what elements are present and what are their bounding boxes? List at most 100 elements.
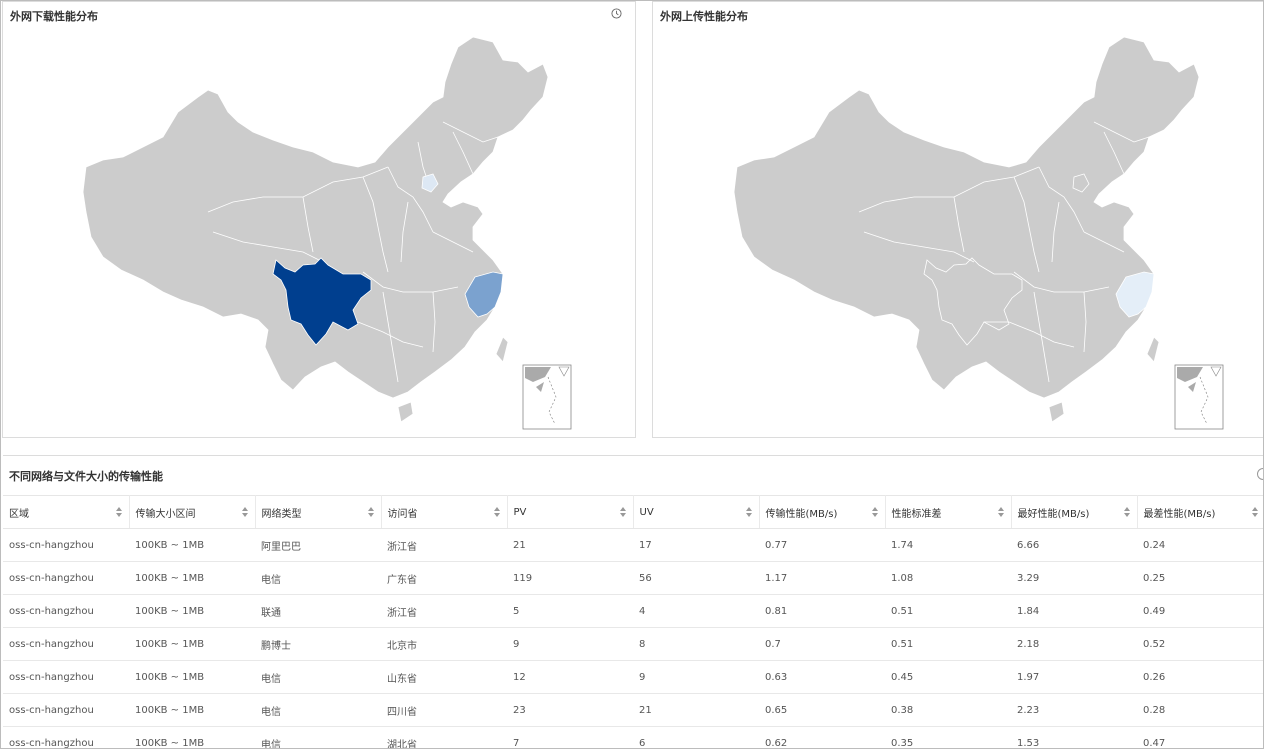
cell-performance-stddev: 0.35 bbox=[885, 726, 1011, 748]
column-header-transfer-performance[interactable]: 传输性能(MB/s) bbox=[759, 495, 886, 529]
cell-region: oss-cn-hangzhou bbox=[3, 693, 129, 727]
cell-pv: 23 bbox=[507, 693, 633, 727]
cell-best-performance: 1.84 bbox=[1011, 594, 1137, 628]
cell-pv: 21 bbox=[507, 528, 633, 562]
cell-pv: 5 bbox=[507, 594, 633, 628]
region-zhejiang[interactable] bbox=[1115, 271, 1155, 318]
province-borders bbox=[858, 121, 1150, 383]
cell-transfer-performance: 0.65 bbox=[759, 693, 885, 727]
clock-icon[interactable] bbox=[611, 8, 622, 19]
sort-icon[interactable] bbox=[493, 507, 501, 517]
clock-icon[interactable] bbox=[1257, 468, 1263, 480]
upload-map-panel: 外网上传性能分布 bbox=[652, 1, 1263, 438]
cell-uv: 4 bbox=[633, 594, 759, 628]
cell-best-performance: 2.18 bbox=[1011, 627, 1137, 661]
cell-performance-stddev: 1.08 bbox=[885, 561, 1011, 595]
cell-uv: 9 bbox=[633, 660, 759, 694]
cell-region: oss-cn-hangzhou bbox=[3, 528, 129, 562]
cell-uv: 17 bbox=[633, 528, 759, 562]
sort-icon[interactable] bbox=[745, 507, 753, 517]
column-header-best-performance[interactable]: 最好性能(MB/s) bbox=[1011, 495, 1138, 529]
cell-best-performance: 2.23 bbox=[1011, 693, 1137, 727]
cell-transfer-performance: 0.62 bbox=[759, 726, 885, 748]
sort-icon[interactable] bbox=[115, 507, 123, 517]
cell-province: 浙江省 bbox=[381, 528, 507, 562]
cell-worst-performance: 0.49 bbox=[1137, 594, 1263, 628]
column-header-uv[interactable]: UV bbox=[633, 495, 760, 529]
region-beijing[interactable] bbox=[421, 173, 439, 193]
transfer-performance-panel: 不同网络与文件大小的传输性能 区域 传输大小区间 网络类型 访问省 PV UV … bbox=[3, 455, 1263, 748]
table-row[interactable]: oss-cn-hangzhou 100KB ~ 1MB 阿里巴巴 浙江省 21 … bbox=[3, 528, 1263, 562]
cell-province: 山东省 bbox=[381, 660, 507, 694]
cell-size-range: 100KB ~ 1MB bbox=[129, 726, 255, 748]
cell-size-range: 100KB ~ 1MB bbox=[129, 528, 255, 562]
cell-worst-performance: 0.25 bbox=[1137, 561, 1263, 595]
cell-transfer-performance: 0.77 bbox=[759, 528, 885, 562]
cell-region: oss-cn-hangzhou bbox=[3, 594, 129, 628]
table-row[interactable]: oss-cn-hangzhou 100KB ~ 1MB 联通 浙江省 5 4 0… bbox=[3, 594, 1263, 628]
column-header-performance-stddev[interactable]: 性能标准差 bbox=[885, 495, 1012, 529]
column-header-pv[interactable]: PV bbox=[507, 495, 634, 529]
table-row[interactable]: oss-cn-hangzhou 100KB ~ 1MB 电信 山东省 12 9 … bbox=[3, 660, 1263, 694]
cell-network-type: 联通 bbox=[255, 594, 381, 628]
column-header-province[interactable]: 访问省 bbox=[381, 495, 508, 529]
sort-icon[interactable] bbox=[871, 507, 879, 517]
south-china-sea-inset bbox=[522, 364, 572, 430]
china-outline bbox=[733, 36, 1200, 423]
cell-worst-performance: 0.24 bbox=[1137, 528, 1263, 562]
cell-performance-stddev: 0.51 bbox=[885, 627, 1011, 661]
south-china-sea-inset bbox=[1174, 364, 1224, 430]
cell-performance-stddev: 0.45 bbox=[885, 660, 1011, 694]
cell-network-type: 电信 bbox=[255, 561, 381, 595]
cell-pv: 119 bbox=[507, 561, 633, 595]
cell-network-type: 电信 bbox=[255, 693, 381, 727]
cell-network-type: 鹏博士 bbox=[255, 627, 381, 661]
cell-uv: 8 bbox=[633, 627, 759, 661]
cell-network-type: 电信 bbox=[255, 660, 381, 694]
cell-pv: 7 bbox=[507, 726, 633, 748]
sort-icon[interactable] bbox=[241, 507, 249, 517]
cell-transfer-performance: 0.81 bbox=[759, 594, 885, 628]
region-zhejiang[interactable] bbox=[464, 271, 504, 318]
china-outline bbox=[82, 36, 549, 423]
sort-icon[interactable] bbox=[997, 507, 1005, 517]
sort-icon[interactable] bbox=[1123, 507, 1131, 517]
column-header-region[interactable]: 区域 bbox=[3, 495, 130, 529]
sort-icon[interactable] bbox=[619, 507, 627, 517]
cell-uv: 6 bbox=[633, 726, 759, 748]
cell-region: oss-cn-hangzhou bbox=[3, 561, 129, 595]
cell-size-range: 100KB ~ 1MB bbox=[129, 594, 255, 628]
cell-worst-performance: 0.52 bbox=[1137, 627, 1263, 661]
cell-size-range: 100KB ~ 1MB bbox=[129, 561, 255, 595]
cell-province: 湖北省 bbox=[381, 726, 507, 748]
cell-transfer-performance: 0.63 bbox=[759, 660, 885, 694]
china-download-map bbox=[82, 36, 572, 430]
cell-best-performance: 1.53 bbox=[1011, 726, 1137, 748]
cell-network-type: 阿里巴巴 bbox=[255, 528, 381, 562]
table-row[interactable]: oss-cn-hangzhou 100KB ~ 1MB 鹏博士 北京市 9 8 … bbox=[3, 627, 1263, 661]
cell-transfer-performance: 1.17 bbox=[759, 561, 885, 595]
cell-region: oss-cn-hangzhou bbox=[3, 726, 129, 748]
column-header-worst-performance[interactable]: 最差性能(MB/s) bbox=[1137, 495, 1263, 529]
column-header-size-range[interactable]: 传输大小区间 bbox=[129, 495, 256, 529]
cell-size-range: 100KB ~ 1MB bbox=[129, 627, 255, 661]
region-sichuan[interactable] bbox=[272, 257, 372, 346]
table-row[interactable]: oss-cn-hangzhou 100KB ~ 1MB 电信 四川省 23 21… bbox=[3, 693, 1263, 727]
download-map-panel: 外网下载性能分布 bbox=[2, 1, 636, 438]
download-map-title: 外网下载性能分布 bbox=[10, 10, 98, 23]
table-row[interactable]: oss-cn-hangzhou 100KB ~ 1MB 电信 湖北省 7 6 0… bbox=[3, 726, 1263, 748]
table-row[interactable]: oss-cn-hangzhou 100KB ~ 1MB 电信 广东省 119 5… bbox=[3, 561, 1263, 595]
table-title: 不同网络与文件大小的传输性能 bbox=[9, 470, 163, 483]
cell-worst-performance: 0.28 bbox=[1137, 693, 1263, 727]
sort-icon[interactable] bbox=[367, 507, 375, 517]
cell-transfer-performance: 0.7 bbox=[759, 627, 885, 661]
sort-icon[interactable] bbox=[1251, 507, 1259, 517]
cell-best-performance: 3.29 bbox=[1011, 561, 1137, 595]
table-header-row: 区域 传输大小区间 网络类型 访问省 PV UV 传输性能(MB/s) 性能标准… bbox=[3, 495, 1263, 529]
cell-performance-stddev: 1.74 bbox=[885, 528, 1011, 562]
cell-worst-performance: 0.47 bbox=[1137, 726, 1263, 748]
cell-pv: 9 bbox=[507, 627, 633, 661]
cell-performance-stddev: 0.51 bbox=[885, 594, 1011, 628]
column-header-network-type[interactable]: 网络类型 bbox=[255, 495, 382, 529]
cell-province: 浙江省 bbox=[381, 594, 507, 628]
